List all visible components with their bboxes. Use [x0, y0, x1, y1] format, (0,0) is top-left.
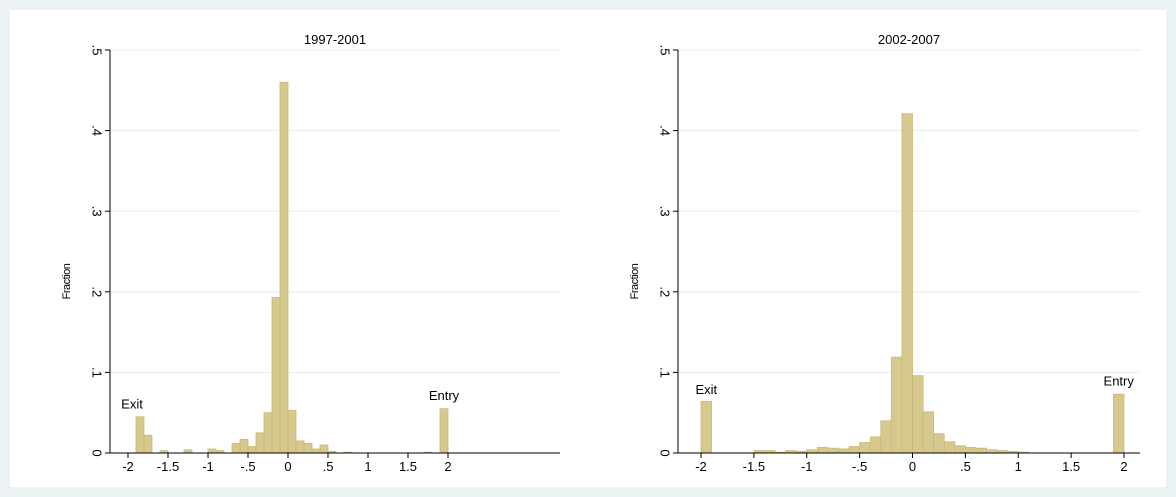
x-tick-label: -1 [202, 459, 214, 474]
histogram-bar [263, 412, 273, 454]
x-tick-label: .5 [960, 459, 971, 474]
y-tick-label: .1 [658, 367, 673, 378]
histogram-bar [279, 81, 289, 454]
histogram-bar [954, 445, 966, 454]
y-tick-label: .5 [658, 45, 673, 56]
histogram-bar [231, 442, 241, 454]
x-tick-label: 1 [1015, 459, 1022, 474]
histogram-bar [838, 448, 850, 454]
y-tick-label: .1 [90, 367, 105, 378]
histogram-bar [848, 446, 861, 454]
x-tick-label: 0 [284, 459, 291, 474]
histogram-bar [311, 448, 321, 454]
y-tick-label: 0 [658, 449, 673, 456]
x-tick-label: 2 [444, 459, 451, 474]
histogram-bar [143, 434, 153, 454]
histogram-bar [880, 420, 892, 454]
annotation-exit: Exit [121, 397, 143, 412]
histogram-bar [239, 438, 249, 454]
histogram-bar [271, 297, 281, 454]
histogram-bar [975, 447, 987, 454]
histogram-bar [439, 408, 449, 454]
y-tick-label: .2 [90, 286, 105, 297]
chart-panel-1: 0 .1 .2 .3 .4 .5 -2 -1.5 -1 -.5 0 .5 1 1.5 2 1997-2001 F… [61, 32, 560, 474]
y-axis-label: Fraction [61, 263, 73, 299]
x-tick-label: -2 [695, 459, 707, 474]
y-tick-label: .2 [658, 286, 673, 297]
x-tick-label: 1.5 [1062, 459, 1080, 474]
y-tick-label: 0 [90, 449, 105, 456]
histogram-bar [912, 375, 924, 454]
y-axis-label: Fraction [629, 263, 641, 299]
histogram-bar [827, 447, 839, 454]
histogram-bar [207, 448, 217, 454]
histogram-bar [933, 433, 945, 454]
histogram-bar [303, 442, 313, 454]
plot-area [110, 50, 560, 453]
histogram-bar [135, 416, 145, 454]
histogram-bar [816, 446, 829, 454]
histogram-bar [869, 436, 882, 454]
histogram-bar [964, 446, 977, 454]
histogram-bar [319, 444, 329, 454]
histogram-bar [255, 432, 265, 454]
chart-title: 2002-2007 [878, 32, 940, 47]
y-tick-label: .5 [90, 45, 105, 56]
y-tick-label: .3 [90, 206, 105, 217]
x-tick-label: 1 [364, 459, 371, 474]
histogram-bar [901, 113, 913, 454]
histogram-bar [287, 409, 297, 454]
chart-title: 1997-2001 [304, 32, 366, 47]
x-tick-label: -1 [801, 459, 813, 474]
x-tick-label: -.5 [852, 459, 867, 474]
histogram-bar [700, 401, 712, 454]
annotation-exit: Exit [695, 382, 717, 397]
histogram-bar [922, 411, 935, 454]
annotation-entry: Entry [429, 388, 460, 403]
histogram-bar [943, 441, 956, 454]
x-tick-label: 2 [1120, 459, 1127, 474]
y-tick-label: .3 [658, 206, 673, 217]
annotation-entry: Entry [1104, 373, 1135, 388]
histogram-bar [1113, 393, 1125, 454]
histogram-bar [247, 446, 257, 454]
x-tick-label: 1.5 [399, 459, 417, 474]
y-tick-label: .4 [90, 125, 105, 136]
histogram-bar [890, 356, 903, 454]
x-tick-label: -1.5 [743, 459, 765, 474]
x-tick-label: 0 [909, 459, 916, 474]
x-tick-label: -1.5 [157, 459, 179, 474]
x-tick-label: -.5 [240, 459, 255, 474]
x-tick-label: -2 [122, 459, 134, 474]
x-tick-label: .5 [323, 459, 334, 474]
chart-panel-2: 0 .1 .2 .3 .4 .5 -2 -1.5 -1 -.5 0 .5 1 1.5 2 2002-2007 F… [629, 32, 1140, 474]
histogram-bar [295, 440, 305, 454]
histogram-bar [859, 442, 871, 454]
y-tick-label: .4 [658, 125, 673, 136]
